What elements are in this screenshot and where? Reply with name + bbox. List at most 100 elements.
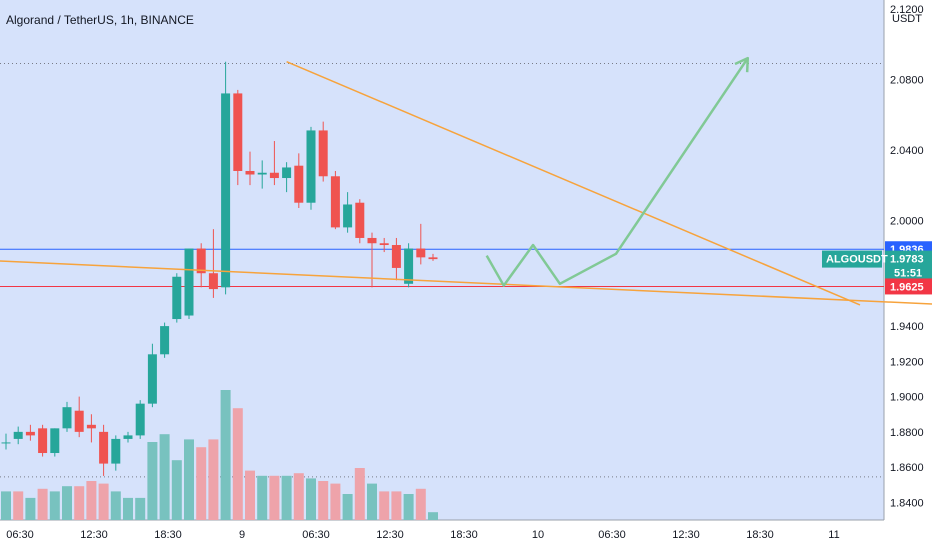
candle-body	[50, 428, 60, 454]
y-tick-label: 2.1200	[890, 4, 924, 16]
symbol-badge	[822, 250, 882, 268]
y-tick-label: 1.9200	[890, 356, 924, 368]
candle-body	[62, 407, 72, 429]
y-tick-label: 1.9000	[890, 392, 924, 404]
price-badge-label: 1.9625	[890, 281, 924, 293]
upper-trendline[interactable]	[286, 61, 861, 306]
x-tick-label: 12:30	[672, 529, 700, 541]
candle-body	[330, 176, 340, 228]
candle-body	[111, 438, 121, 464]
volume-bar	[415, 488, 426, 520]
volume-bar	[428, 512, 438, 520]
candle-body	[208, 273, 218, 290]
candle-body	[221, 93, 231, 288]
volume-bar	[318, 481, 329, 520]
candle-body	[184, 248, 194, 316]
price-badge-label: 1.9836	[890, 244, 924, 256]
candle-body	[123, 435, 133, 439]
candle-body	[318, 130, 328, 177]
y-tick-label: 2.0000	[890, 215, 924, 227]
time-axis-labels: 06:30 12:30 18:30 9 06:30 12:30 18:30 10 06:30 12…	[6, 529, 839, 541]
candle-body	[233, 93, 243, 171]
price-badge	[885, 278, 932, 295]
volume-bar	[342, 494, 353, 520]
volume-bar	[184, 439, 194, 520]
volume-bar	[330, 483, 341, 520]
candle-body	[245, 170, 255, 175]
volume-bar	[257, 475, 268, 520]
volume-bar	[269, 475, 280, 520]
x-tick-label: 9	[239, 529, 245, 541]
volume-bars	[1, 390, 438, 520]
symbol-badge-label: ALGOUSDT	[826, 254, 888, 266]
x-tick-label: 12:30	[376, 529, 404, 541]
candle-body	[294, 165, 304, 203]
x-tick-label: 10	[532, 529, 544, 541]
volume-bar	[1, 491, 11, 520]
volume-bar	[123, 497, 133, 520]
candle-body	[25, 431, 35, 436]
x-tick-label: 06:30	[302, 529, 330, 541]
y-tick-label: 1.9400	[890, 321, 924, 333]
y-tick-label: 2.0800	[890, 74, 924, 86]
volume-bar	[196, 447, 207, 520]
candle-body	[196, 248, 206, 274]
candle-body	[99, 431, 109, 464]
volume-bar	[62, 486, 72, 520]
candles	[1, 61, 438, 476]
candle-body	[355, 202, 365, 238]
volume-bar	[37, 488, 48, 520]
price-badge-label: 1.9783	[890, 254, 924, 266]
x-tick-label: 12:30	[80, 529, 108, 541]
candle-body	[147, 354, 157, 404]
chart-title: Algorand / TetherUS, 1h, BINANCE	[6, 13, 194, 27]
volume-bar	[403, 494, 414, 520]
candle-body	[282, 167, 292, 179]
x-tick-label: 18:30	[450, 529, 478, 541]
x-tick-label: 18:30	[154, 529, 182, 541]
projection-path[interactable]	[485, 57, 749, 287]
candle-body	[428, 257, 438, 260]
y-tick-label: 1.8800	[890, 427, 924, 439]
x-tick-label: 11	[828, 529, 839, 541]
countdown-label: 51:51	[894, 268, 922, 280]
volume-bar	[98, 483, 109, 520]
volume-bar	[367, 483, 377, 520]
volume-bar	[379, 491, 390, 520]
time-axis[interactable]	[0, 520, 884, 550]
volume-bar	[25, 497, 36, 520]
volume-bar	[208, 439, 219, 520]
volume-bar	[306, 478, 316, 520]
volume-bar	[171, 460, 182, 520]
volume-bar	[135, 497, 146, 520]
volume-bar	[245, 470, 255, 520]
volume-bar	[147, 442, 158, 520]
x-tick-label: 18:30	[746, 529, 774, 541]
y-tick-label: 1.8600	[890, 462, 924, 474]
price-badge	[885, 250, 932, 281]
y-tick-label: 2.0400	[890, 145, 924, 157]
volume-bar	[293, 473, 304, 520]
volume-bar	[281, 475, 292, 520]
x-tick-label: 06:30	[598, 529, 626, 541]
volume-bar	[354, 468, 365, 520]
x-tick-label: 06:30	[6, 529, 34, 541]
volume-bar	[159, 434, 170, 520]
currency-label: USDT	[892, 13, 922, 25]
candle-body	[1, 442, 11, 444]
candle-body	[13, 431, 23, 439]
projection-arrowhead	[734, 56, 750, 73]
candle-body	[74, 410, 84, 432]
candle-body	[379, 243, 389, 246]
lower-trendline[interactable]	[0, 256, 932, 312]
candle-body	[172, 276, 182, 320]
volume-bar	[86, 481, 97, 520]
drawings	[0, 56, 932, 312]
candle-body	[257, 172, 267, 175]
candle-body	[404, 248, 414, 284]
candle-body	[391, 245, 401, 268]
candle-body	[160, 326, 170, 355]
